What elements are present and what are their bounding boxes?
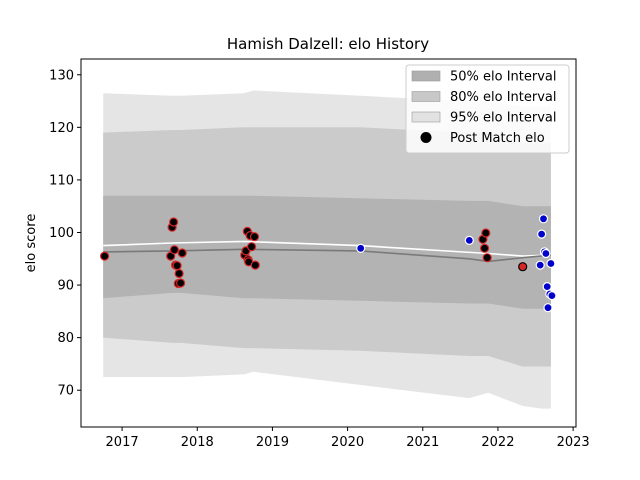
interval-bands <box>103 90 551 409</box>
y-axis-label: elo score <box>24 214 39 273</box>
chart-title: Hamish Dalzell: elo History <box>227 35 429 53</box>
match-point <box>518 262 528 272</box>
x-axis: 2017 2018 2019 2020 2021 2022 2023 <box>106 427 590 450</box>
match-point <box>535 260 545 270</box>
match-point <box>250 260 260 270</box>
match-point <box>481 228 491 238</box>
y-tick-label: 70 <box>57 384 74 399</box>
match-point <box>536 229 547 239</box>
match-point <box>546 258 556 269</box>
x-tick-label: 2021 <box>406 435 439 450</box>
y-tick-label: 100 <box>49 226 74 241</box>
match-point <box>249 232 260 242</box>
legend-swatch <box>411 70 441 82</box>
match-point <box>464 235 474 245</box>
legend-label: 80% elo Interval <box>450 90 557 105</box>
x-tick-label: 2018 <box>181 435 214 450</box>
x-tick-label: 2023 <box>557 435 590 450</box>
band-50 <box>103 195 551 309</box>
match-point <box>172 261 182 271</box>
x-tick-label: 2017 <box>106 435 139 450</box>
y-tick-label: 110 <box>49 173 74 188</box>
y-axis: 70 80 90 100 110 120 130 <box>49 68 81 399</box>
y-tick-label: 90 <box>57 279 74 294</box>
legend-label: 50% elo Interval <box>450 70 557 85</box>
legend-marker <box>420 132 432 143</box>
y-tick-label: 80 <box>57 331 74 346</box>
legend-swatch <box>411 111 441 123</box>
x-tick-label: 2022 <box>481 435 514 450</box>
match-point <box>99 251 110 261</box>
match-point <box>177 248 187 258</box>
match-point <box>480 243 490 253</box>
match-point <box>547 291 557 301</box>
legend-label: Post Match elo <box>450 131 545 146</box>
legend-label: 95% elo Interval <box>450 111 557 126</box>
legend: 50% elo Interval 80% elo Interval 95% elo … <box>405 64 570 154</box>
match-point <box>174 268 184 279</box>
match-point <box>356 243 366 253</box>
legend-swatch <box>411 91 441 102</box>
match-point <box>538 214 549 224</box>
match-point <box>542 282 552 292</box>
plot-area <box>99 90 557 409</box>
x-tick-label: 2020 <box>331 435 364 450</box>
match-points <box>99 214 557 313</box>
match-point <box>247 242 257 252</box>
x-tick-label: 2019 <box>256 435 289 450</box>
match-point <box>169 217 179 227</box>
match-point <box>176 278 186 288</box>
match-point <box>543 303 553 313</box>
y-tick-label: 130 <box>49 68 74 83</box>
match-point <box>541 248 551 259</box>
y-tick-label: 120 <box>49 121 74 136</box>
plot-frame <box>80 58 577 428</box>
match-point <box>169 245 179 255</box>
legend-box <box>405 64 570 154</box>
match-point <box>482 253 492 263</box>
